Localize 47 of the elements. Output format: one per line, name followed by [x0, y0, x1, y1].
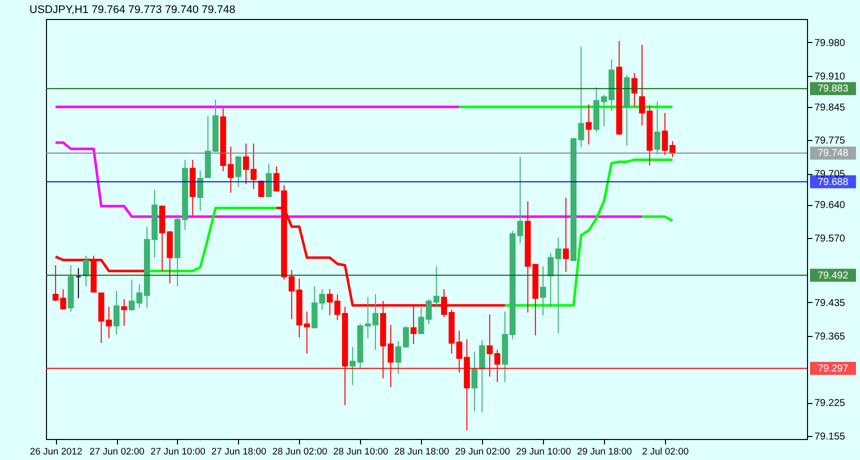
- x-tick-label: 29 Jun 10:00: [516, 446, 572, 458]
- y-tick-label: 79.155: [814, 432, 846, 443]
- x-tick-label: 27 Jun 02:00: [90, 446, 144, 458]
- ref-line-label: 79.492: [818, 270, 849, 282]
- x-tick-label: 28 Jun 02:00: [272, 446, 328, 458]
- candlestick: [75, 268, 82, 299]
- candlestick: [228, 146, 234, 194]
- candlestick: [83, 255, 90, 287]
- candlestick: [121, 298, 128, 326]
- candlestick: [654, 101, 660, 155]
- x-tick-label: 27 Jun 18:00: [211, 446, 266, 458]
- ref-line-label: 79.688: [818, 176, 849, 188]
- candlestick: [586, 104, 592, 146]
- y-tick-label: 79.365: [814, 331, 846, 342]
- x-tick-label: 29 Jun 02:00: [455, 446, 510, 458]
- candlestick: [631, 72, 638, 107]
- chart-title: USDJPY,H1 79.764 79.773 79.740 79.748: [29, 4, 236, 16]
- x-tick-label: 26 Jun 2012: [30, 446, 82, 458]
- y-tick-label: 79.225: [814, 398, 846, 410]
- candlestick: [418, 305, 424, 334]
- candlestick: [562, 197, 569, 272]
- x-tick-label: 28 Jun 10:00: [333, 446, 388, 458]
- y-tick-label: 79.775: [814, 136, 846, 147]
- candlestick: [235, 156, 242, 188]
- candlestick: [548, 252, 554, 308]
- y-tick-label: 79.845: [814, 102, 846, 114]
- y-tick-label: 79.910: [814, 71, 846, 82]
- candlestick: [128, 279, 135, 312]
- candlestick: [555, 237, 562, 334]
- ref-line-label: 79.297: [818, 363, 849, 374]
- candlestick: [540, 266, 546, 316]
- x-tick-label: 28 Jun 18:00: [394, 446, 450, 458]
- candlestick: [258, 180, 264, 198]
- x-tick-label: 27 Jun 10:00: [150, 446, 206, 458]
- y-tick-label: 79.640: [814, 200, 846, 212]
- line-series: [54, 141, 644, 218]
- y-tick-label: 79.435: [814, 298, 846, 309]
- candlestick: [266, 163, 272, 198]
- line-series: [504, 158, 674, 307]
- candlestick: [114, 290, 120, 335]
- x-tick-label: 2 Jul 02:00: [642, 446, 689, 458]
- y-tick-label: 79.980: [814, 38, 846, 49]
- candlestick: [197, 170, 204, 212]
- y-tick-label: 79.570: [814, 234, 846, 245]
- ref-line-label: 79.883: [818, 84, 849, 95]
- ref-line-label: 79.748: [818, 148, 849, 160]
- x-tick-label: 29 Jun 18:00: [577, 446, 632, 458]
